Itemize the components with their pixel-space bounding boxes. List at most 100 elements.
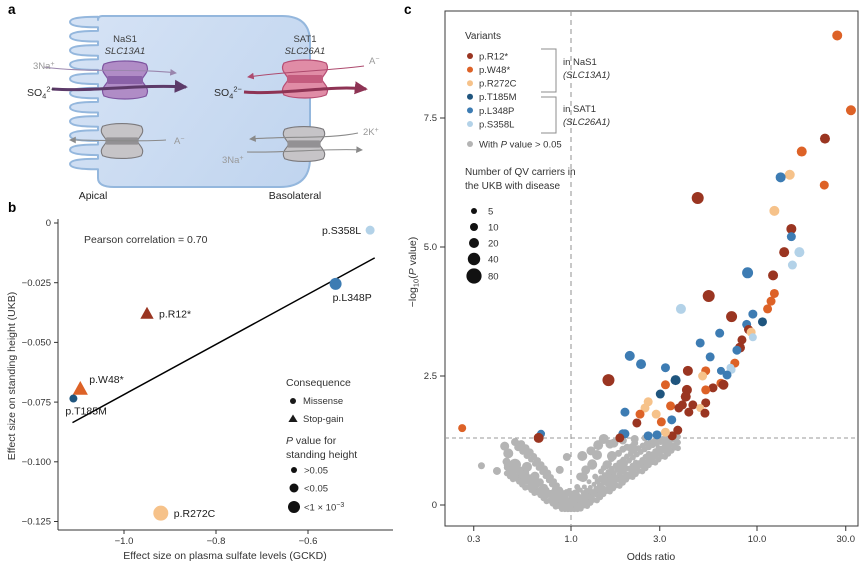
ns-point xyxy=(531,460,538,467)
ns-point xyxy=(583,489,589,495)
variant-point xyxy=(643,431,653,441)
ns-point xyxy=(586,479,592,485)
ns-point xyxy=(555,465,564,474)
data-point xyxy=(72,380,88,395)
variant-point xyxy=(786,232,796,242)
variant-point xyxy=(701,385,711,395)
variant-point xyxy=(640,403,650,413)
legend-swatch-icon xyxy=(467,66,473,73)
size-swatch-small-icon xyxy=(291,467,297,473)
ns-point xyxy=(617,458,627,468)
legend-swatch-icon xyxy=(467,93,473,100)
ns-point xyxy=(583,496,589,502)
variant-point xyxy=(684,407,694,417)
variant-point xyxy=(620,407,630,417)
variant-point xyxy=(769,205,780,216)
legend-size-swatch-icon xyxy=(471,208,477,214)
c-x-axis-label: Odds ratio xyxy=(627,551,676,563)
nas1-gene: SLC13A1 xyxy=(105,46,146,57)
legend-size-label: 20 xyxy=(488,238,499,249)
legend-size-label: 80 xyxy=(488,271,499,282)
variant-point xyxy=(718,379,729,390)
c-legend-ns-item: With P value > 0.05 xyxy=(479,140,562,151)
ns-point xyxy=(528,456,535,463)
panel-c: c 0.3 1.0 3.0 10.0 30.0 0 2.5 5.0 7.5 Odds ratio… xyxy=(404,2,859,563)
ns-point xyxy=(674,445,681,452)
y-tick-label: 5.0 xyxy=(424,242,437,253)
data-point-label: p.S358L xyxy=(322,225,361,237)
anion-efflux-arrow xyxy=(69,136,167,144)
variant-point xyxy=(832,30,843,41)
data-point xyxy=(69,394,78,403)
b-legend-size-2: <0.05 xyxy=(304,484,328,495)
variant-point xyxy=(675,303,686,314)
legend-size-swatch-icon xyxy=(470,223,478,231)
b-legend-size-3: <1 × 10−3 xyxy=(304,502,344,514)
variant-point xyxy=(698,371,708,381)
stopgain-swatch-icon xyxy=(288,414,298,422)
variant-point xyxy=(656,417,666,427)
size-swatch-medium-icon xyxy=(289,483,299,493)
ns-point xyxy=(539,468,546,475)
ns-point xyxy=(503,464,510,471)
c-legend-variant-items: p.R12* p.W48* p.R272C p.T185M p.L348P p.S358L xyxy=(467,51,517,130)
c-legend-group1-line1: in NaS1 xyxy=(563,57,597,68)
ns-point xyxy=(577,472,588,483)
panel-a-letter: a xyxy=(8,2,16,17)
y-tick-label: −0.075 xyxy=(22,397,51,408)
b-data-marks: p.S358L p.L348P p.R12* p.W48* p.T185M p.R272C xyxy=(65,225,376,521)
missense-swatch-icon xyxy=(290,398,296,404)
variant-point xyxy=(695,338,705,348)
ns-point xyxy=(500,441,510,451)
variant-point xyxy=(670,375,681,386)
b-legend-pvalue-title-2: standing height xyxy=(286,449,357,461)
variant-point xyxy=(796,146,807,157)
trendline xyxy=(72,257,376,424)
sulfate-efflux-arrow xyxy=(243,81,368,95)
x-tick-label: 10.0 xyxy=(748,534,767,545)
ns-point xyxy=(521,461,532,472)
ns-point xyxy=(630,434,639,443)
y-tick-label: 0 xyxy=(46,218,51,229)
c-variant-points xyxy=(458,30,856,443)
b-y-axis-label: Effect size on standing height (UKB) xyxy=(6,292,18,460)
sodium-efflux-arrow xyxy=(246,146,363,154)
variant-point xyxy=(748,333,757,342)
sat1-gene: SLC26A1 xyxy=(285,46,326,57)
cell-body xyxy=(69,15,311,188)
ns-point xyxy=(592,473,599,480)
data-point-label: p.L348P xyxy=(333,292,372,304)
variant-point xyxy=(682,365,693,376)
variant-point xyxy=(845,105,856,116)
ns-point xyxy=(602,460,612,470)
b-x-axis-label: Effect size on plasma sulfate levels (GC… xyxy=(123,550,326,562)
anion-influx-arrow xyxy=(247,65,365,80)
variant-point xyxy=(660,380,670,390)
c-legend-size-title-2: the UKB with disease xyxy=(465,181,560,192)
c-ticks: 0.3 1.0 3.0 10.0 30.0 0 2.5 5.0 7.5 xyxy=(424,113,855,545)
y-tick-label: −0.025 xyxy=(22,278,51,289)
nas1-group-bracket xyxy=(541,48,557,93)
legend-variant-label: p.R272C xyxy=(479,79,517,90)
variant-point xyxy=(715,328,725,338)
data-point xyxy=(365,225,375,235)
ns-point xyxy=(674,439,681,446)
x-tick-label: 0.3 xyxy=(467,534,480,545)
variant-point xyxy=(533,432,544,443)
ns-point xyxy=(545,477,552,484)
basolateral-label: Basolateral xyxy=(269,190,322,202)
c-nonsignificant-points xyxy=(477,433,681,513)
sodium-in-label: 3Na+ xyxy=(33,61,55,72)
ns-point xyxy=(627,443,638,454)
sat1-transporter xyxy=(281,59,329,99)
c-legend-title: Variants xyxy=(465,31,501,42)
potassium-label: 2K+ xyxy=(363,127,379,138)
b-legend: Consequence Missense Stop-gain P value f… xyxy=(286,377,357,514)
ns-point xyxy=(548,481,555,488)
variant-point xyxy=(673,425,683,435)
variant-point xyxy=(819,180,829,190)
variant-point xyxy=(635,409,645,419)
data-point xyxy=(329,277,342,290)
